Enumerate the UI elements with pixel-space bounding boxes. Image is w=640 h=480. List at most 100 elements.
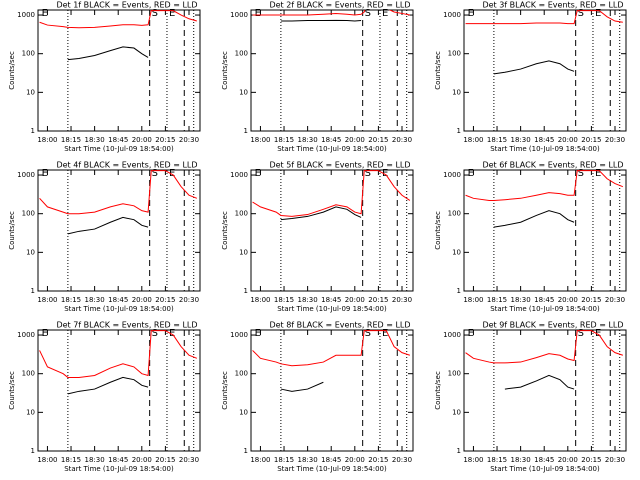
y-axis-label: Counts/sec — [434, 51, 442, 90]
annotation: E — [382, 328, 388, 339]
x-tick-label: 20:00 — [558, 296, 578, 304]
y-axis-label: Counts/sec — [434, 371, 442, 410]
annotation: S — [152, 8, 158, 19]
data-line — [252, 330, 411, 367]
data-line — [504, 374, 575, 390]
x-tick-label: 20:00 — [558, 456, 578, 464]
x-tick-label: 18:30 — [85, 456, 105, 464]
y-tick-label: 1 — [31, 127, 35, 135]
y-tick-label: 1000 — [443, 331, 461, 339]
annotation: E — [595, 8, 601, 19]
x-tick-label: 18:45 — [321, 296, 341, 304]
annotation: E — [595, 328, 601, 339]
x-axis-label: Start Time (10-Jul-09 18:54:00) — [277, 465, 387, 473]
x-tick-label: 18:30 — [85, 136, 105, 144]
panel: Det 3f BLACK = Events, RED = LLD Start Ti… — [434, 1, 627, 153]
x-tick-label: 18:15 — [274, 136, 294, 144]
y-tick-label: 100 — [448, 210, 461, 218]
x-tick-label: 18:45 — [108, 136, 128, 144]
data-line — [280, 19, 362, 22]
panel: Det 7f BLACK = Events, RED = LLD Start Ti… — [8, 321, 201, 473]
y-tick-label: 1000 — [443, 171, 461, 179]
x-tick-label: 20:30 — [392, 296, 412, 304]
x-tick-label: 18:45 — [321, 136, 341, 144]
y-tick-label: 100 — [22, 210, 35, 218]
x-tick-label: 18:45 — [534, 456, 554, 464]
x-tick-label: 18:00 — [250, 136, 270, 144]
x-tick-label: 18:30 — [298, 296, 318, 304]
y-tick-label: 100 — [235, 50, 248, 58]
y-axis-label: Counts/sec — [8, 371, 16, 410]
data-line — [252, 10, 410, 16]
x-tick-label: 18:45 — [108, 296, 128, 304]
x-tick-label: 18:15 — [274, 456, 294, 464]
data-line — [280, 206, 362, 221]
y-axis-label: Counts/sec — [221, 211, 229, 250]
x-tick-label: 18:00 — [250, 456, 270, 464]
x-tick-label: 20:15 — [368, 296, 388, 304]
annotation: S — [152, 168, 158, 179]
x-tick-label: 20:15 — [155, 296, 175, 304]
y-tick-label: 1000 — [230, 11, 248, 19]
x-tick-label: 20:00 — [132, 136, 152, 144]
chart-title: Det 8f BLACK = Events, RED = LLD — [269, 321, 410, 330]
data-line — [67, 216, 149, 235]
y-tick-label: 100 — [22, 50, 35, 58]
annotation: S — [578, 8, 584, 19]
panel: Det 1f BLACK = Events, RED = LLD Start Ti… — [8, 1, 201, 153]
y-tick-label: 1 — [457, 287, 461, 295]
y-tick-label: 10 — [239, 248, 248, 256]
x-tick-label: 18:00 — [463, 296, 483, 304]
plot-frame — [37, 329, 201, 452]
annotation: E — [382, 8, 388, 19]
x-tick-label: 18:30 — [511, 136, 531, 144]
annotation: E — [382, 168, 388, 179]
x-tick-label: 18:45 — [534, 136, 554, 144]
panel: Det 4f BLACK = Events, RED = LLD Start Ti… — [8, 161, 201, 313]
x-tick-label: 20:30 — [605, 456, 625, 464]
y-tick-label: 100 — [235, 210, 248, 218]
y-tick-label: 10 — [452, 88, 461, 96]
x-tick-label: 20:00 — [558, 136, 578, 144]
data-line — [465, 10, 623, 25]
y-tick-label: 10 — [239, 408, 248, 416]
y-tick-label: 1 — [31, 287, 35, 295]
annotation: E — [169, 328, 175, 339]
annotation: E — [468, 168, 474, 179]
y-tick-label: 1000 — [17, 331, 35, 339]
panel: Det 9f BLACK = Events, RED = LLD Start Ti… — [434, 321, 627, 473]
data-line — [280, 381, 324, 392]
x-tick-label: 20:15 — [581, 136, 601, 144]
annotation: E — [255, 328, 261, 339]
x-axis-label: Start Time (10-Jul-09 18:54:00) — [490, 145, 600, 153]
chart-title: Det 7f BLACK = Events, RED = LLD — [56, 321, 197, 330]
data-line — [39, 10, 197, 29]
x-tick-label: 20:15 — [368, 456, 388, 464]
plot-frame — [250, 169, 414, 292]
y-tick-label: 100 — [448, 50, 461, 58]
plot-frame — [37, 169, 201, 292]
y-tick-label: 1 — [31, 447, 35, 455]
annotation: S — [365, 328, 371, 339]
y-axis-label: Counts/sec — [8, 211, 16, 250]
y-tick-label: 1000 — [230, 171, 248, 179]
y-tick-label: 100 — [448, 370, 461, 378]
y-tick-label: 10 — [26, 88, 35, 96]
x-tick-label: 20:30 — [179, 296, 199, 304]
y-axis-label: Counts/sec — [8, 51, 16, 90]
x-tick-label: 20:30 — [179, 136, 199, 144]
x-tick-label: 18:15 — [487, 296, 507, 304]
x-tick-label: 18:15 — [274, 296, 294, 304]
x-tick-label: 18:00 — [37, 296, 57, 304]
y-tick-label: 1000 — [230, 331, 248, 339]
y-tick-label: 1 — [244, 287, 248, 295]
y-tick-label: 1 — [457, 127, 461, 135]
x-axis-label: Start Time (10-Jul-09 18:54:00) — [64, 145, 174, 153]
x-tick-label: 18:00 — [463, 136, 483, 144]
plot-frame — [250, 329, 414, 452]
x-tick-label: 18:15 — [487, 136, 507, 144]
y-tick-label: 1000 — [17, 171, 35, 179]
panel: Det 5f BLACK = Events, RED = LLD Start Ti… — [221, 161, 414, 313]
data-line — [39, 170, 198, 215]
annotation: E — [255, 168, 261, 179]
